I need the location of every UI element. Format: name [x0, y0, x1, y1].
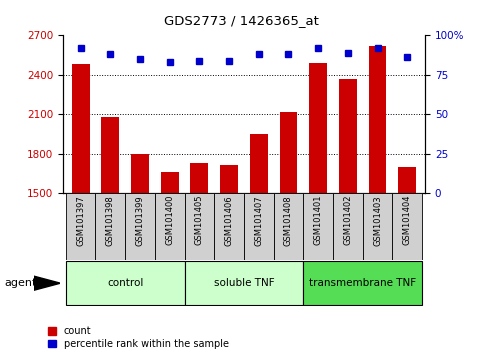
Bar: [250, 134, 268, 193]
Polygon shape: [34, 276, 60, 290]
Text: GSM101397: GSM101397: [76, 195, 85, 246]
Bar: [392, 193, 422, 260]
Text: control: control: [107, 278, 143, 288]
Bar: [131, 154, 149, 193]
Text: transmembrane TNF: transmembrane TNF: [309, 278, 416, 288]
Bar: [363, 193, 392, 260]
Text: GSM101402: GSM101402: [343, 195, 352, 245]
Bar: [185, 193, 214, 260]
Bar: [333, 193, 363, 260]
Bar: [190, 163, 208, 193]
Bar: [161, 172, 179, 193]
Bar: [96, 193, 125, 260]
Text: soluble TNF: soluble TNF: [213, 278, 274, 288]
Bar: [339, 79, 357, 193]
Bar: [280, 112, 298, 193]
Bar: [66, 193, 96, 260]
Text: GSM101399: GSM101399: [136, 195, 144, 246]
Bar: [155, 193, 185, 260]
Bar: [273, 193, 303, 260]
Bar: [398, 167, 416, 193]
Text: GDS2773 / 1426365_at: GDS2773 / 1426365_at: [164, 14, 319, 27]
Bar: [125, 193, 155, 260]
Text: GSM101403: GSM101403: [373, 195, 382, 246]
Bar: [185, 261, 303, 305]
Legend: count, percentile rank within the sample: count, percentile rank within the sample: [48, 326, 229, 349]
Text: GSM101404: GSM101404: [403, 195, 412, 245]
Bar: [309, 63, 327, 193]
Bar: [214, 193, 244, 260]
Text: GSM101405: GSM101405: [195, 195, 204, 245]
Text: GSM101398: GSM101398: [106, 195, 115, 246]
Text: GSM101408: GSM101408: [284, 195, 293, 246]
Bar: [303, 193, 333, 260]
Bar: [244, 193, 273, 260]
Text: agent: agent: [5, 278, 37, 288]
Bar: [220, 165, 238, 193]
Text: GSM101407: GSM101407: [254, 195, 263, 246]
Bar: [101, 117, 119, 193]
Bar: [71, 64, 89, 193]
Text: GSM101406: GSM101406: [225, 195, 234, 246]
Bar: [303, 261, 422, 305]
Bar: [66, 261, 185, 305]
Text: GSM101401: GSM101401: [313, 195, 323, 245]
Bar: [369, 46, 386, 193]
Text: GSM101400: GSM101400: [165, 195, 174, 245]
